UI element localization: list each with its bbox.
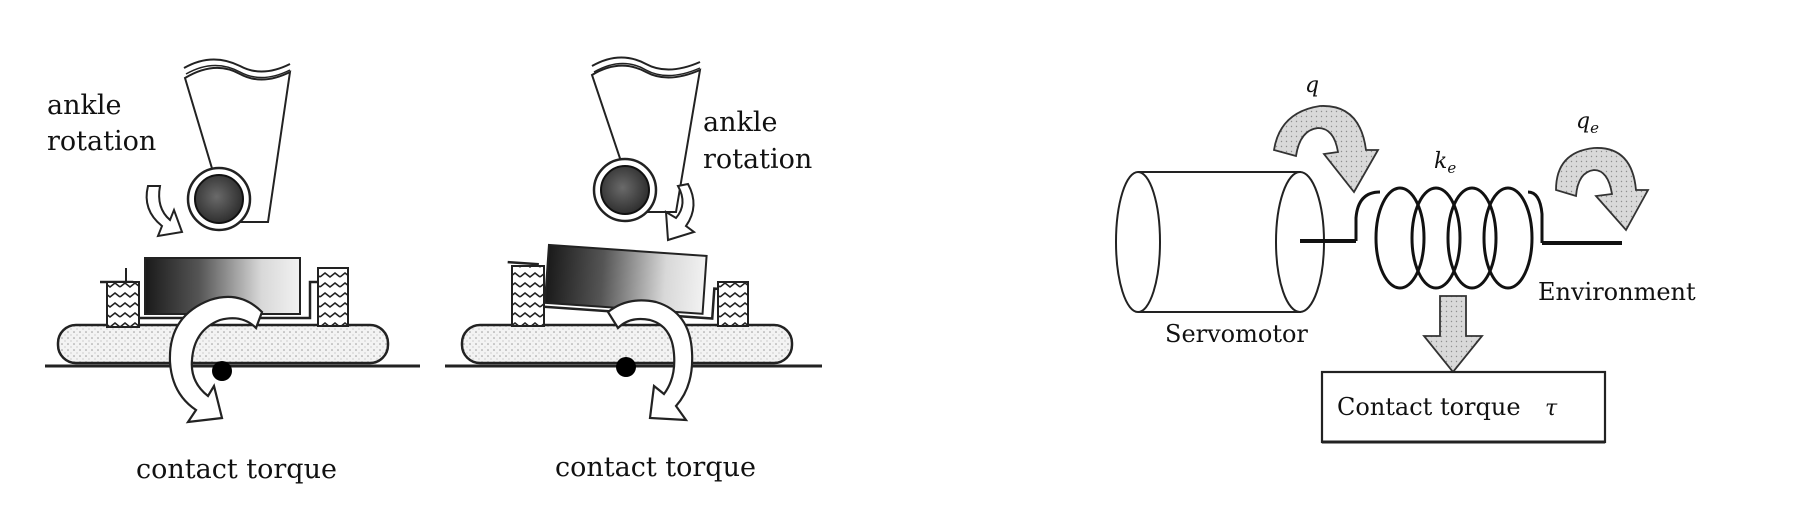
right-spring (717, 281, 749, 327)
contact-torque-box-label: Contact torque (1337, 393, 1521, 421)
joint-angle-arrow (1272, 105, 1380, 194)
contact-point (616, 357, 636, 377)
right-spring (317, 267, 349, 327)
stiffness-symbol: ke (1434, 149, 1456, 177)
foot-figure-b: ankle rotation contact torque (445, 56, 822, 483)
environment-angle-arrow (1555, 147, 1650, 232)
contact-torque-arrow (606, 299, 694, 422)
leg-shank (590, 56, 702, 213)
environment-angle-symbol: qe (1576, 109, 1599, 137)
left-spring (511, 265, 545, 327)
contact-torque-arrow (168, 295, 264, 424)
torque-output-arrow (1422, 295, 1484, 374)
contact-torque-box (1320, 370, 1607, 444)
leg-shank (183, 58, 292, 223)
ankle-rotation-arrow (145, 185, 184, 238)
rotation-label-line1: ankle (47, 90, 121, 121)
foot-figure-a: ankle rotation contact torque (45, 58, 420, 485)
servomotor-cylinder (1115, 171, 1325, 313)
environment-label: Environment (1538, 278, 1696, 306)
contact-torque-label: contact torque (555, 452, 756, 483)
foot-sole (56, 323, 390, 365)
ankle-rotation-arrow (664, 182, 697, 242)
spring-coil (1354, 186, 1544, 290)
servo-spring-model: q ke qe Servomotor Environment Contact t… (1115, 73, 1696, 444)
rotation-label-line1: ankle (703, 107, 777, 138)
contact-torque-label: contact torque (136, 454, 337, 485)
rotation-label-line2: rotation (47, 126, 156, 157)
servomotor-label: Servomotor (1165, 320, 1308, 348)
left-spring (106, 281, 140, 328)
torque-symbol: τ (1545, 396, 1558, 421)
contact-point (212, 361, 232, 381)
rotation-label-line2: rotation (703, 144, 812, 175)
joint-angle-symbol: q (1305, 73, 1319, 98)
